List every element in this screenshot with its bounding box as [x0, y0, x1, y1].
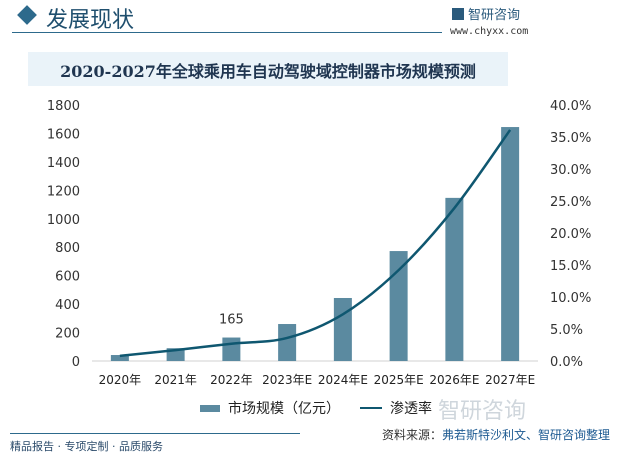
legend: 市场规模（亿元） 渗透率 — [200, 398, 432, 418]
bar — [389, 251, 408, 361]
footer-slogan: 精品报告 · 专项定制 · 品质服务 — [10, 440, 163, 453]
section-title: 发展现状 — [46, 8, 135, 33]
y-left-tick: 1800 — [47, 99, 80, 114]
logo-icon — [452, 8, 464, 20]
y-right-tick: 0.0% — [550, 355, 583, 370]
title-band — [28, 52, 508, 86]
y-left-tick: 1000 — [47, 213, 80, 228]
watermark-logo: 智研咨询 — [438, 399, 527, 424]
legend-bar-label: 市场规模（亿元） — [228, 401, 340, 417]
bar — [501, 127, 520, 362]
x-tick: 2024年E — [318, 373, 368, 387]
header-divider — [12, 32, 442, 33]
penetration-line — [119, 129, 512, 358]
data-label: 165 — [219, 313, 244, 328]
site-url: www.chyxx.com — [450, 26, 529, 37]
source-text: 弗若斯特沙利文、智研咨询整理 — [442, 428, 611, 442]
x-tick: 2023年E — [262, 373, 312, 387]
source-note: 资料来源：弗若斯特沙利文、智研咨询整理 — [382, 426, 610, 443]
y-right-tick: 15.0% — [550, 259, 591, 274]
y-right-tick: 10.0% — [550, 291, 591, 306]
x-tick: 2022年 — [210, 373, 253, 387]
footer-divider — [10, 433, 300, 434]
bar — [445, 197, 464, 361]
y-right-tick: 25.0% — [550, 195, 591, 210]
y-left-tick: 0 — [72, 355, 80, 370]
y-right-tick: 5.0% — [550, 323, 583, 338]
bar — [278, 324, 297, 361]
y-left-tick: 400 — [55, 298, 80, 313]
legend-line-label: 渗透率 — [390, 401, 432, 417]
legend-bar-swatch — [200, 404, 220, 412]
source-label: 资料来源： — [382, 428, 443, 442]
y-left-tick: 1200 — [47, 184, 80, 199]
y-left-tick: 200 — [55, 327, 80, 342]
x-tick: 2025年E — [374, 373, 424, 387]
chart-title: 2020-2027年全球乘用车自动驾驶域控制器市场规模预测 — [60, 62, 476, 81]
legend-line-swatch — [360, 407, 382, 409]
x-tick: 2021年 — [154, 373, 197, 387]
y-left-tick: 600 — [55, 270, 80, 285]
x-tick: 2026年E — [429, 373, 479, 387]
y-right-tick: 35.0% — [550, 131, 591, 146]
bar — [110, 355, 129, 361]
y-right-tick: 40.0% — [550, 99, 591, 114]
logo-text: 智研咨询 — [468, 8, 521, 23]
bar — [333, 297, 352, 361]
x-tick: 2027年E — [485, 373, 535, 387]
x-tick: 2020年 — [99, 373, 142, 387]
y-left-tick: 1400 — [47, 156, 80, 171]
y-right-tick: 20.0% — [550, 227, 591, 242]
y-right-tick: 30.0% — [550, 163, 591, 178]
y-left-tick: 800 — [55, 241, 80, 256]
bar — [222, 337, 241, 361]
y-left-tick: 1600 — [47, 127, 80, 142]
brand-logo: 智研咨询 — [452, 4, 520, 23]
